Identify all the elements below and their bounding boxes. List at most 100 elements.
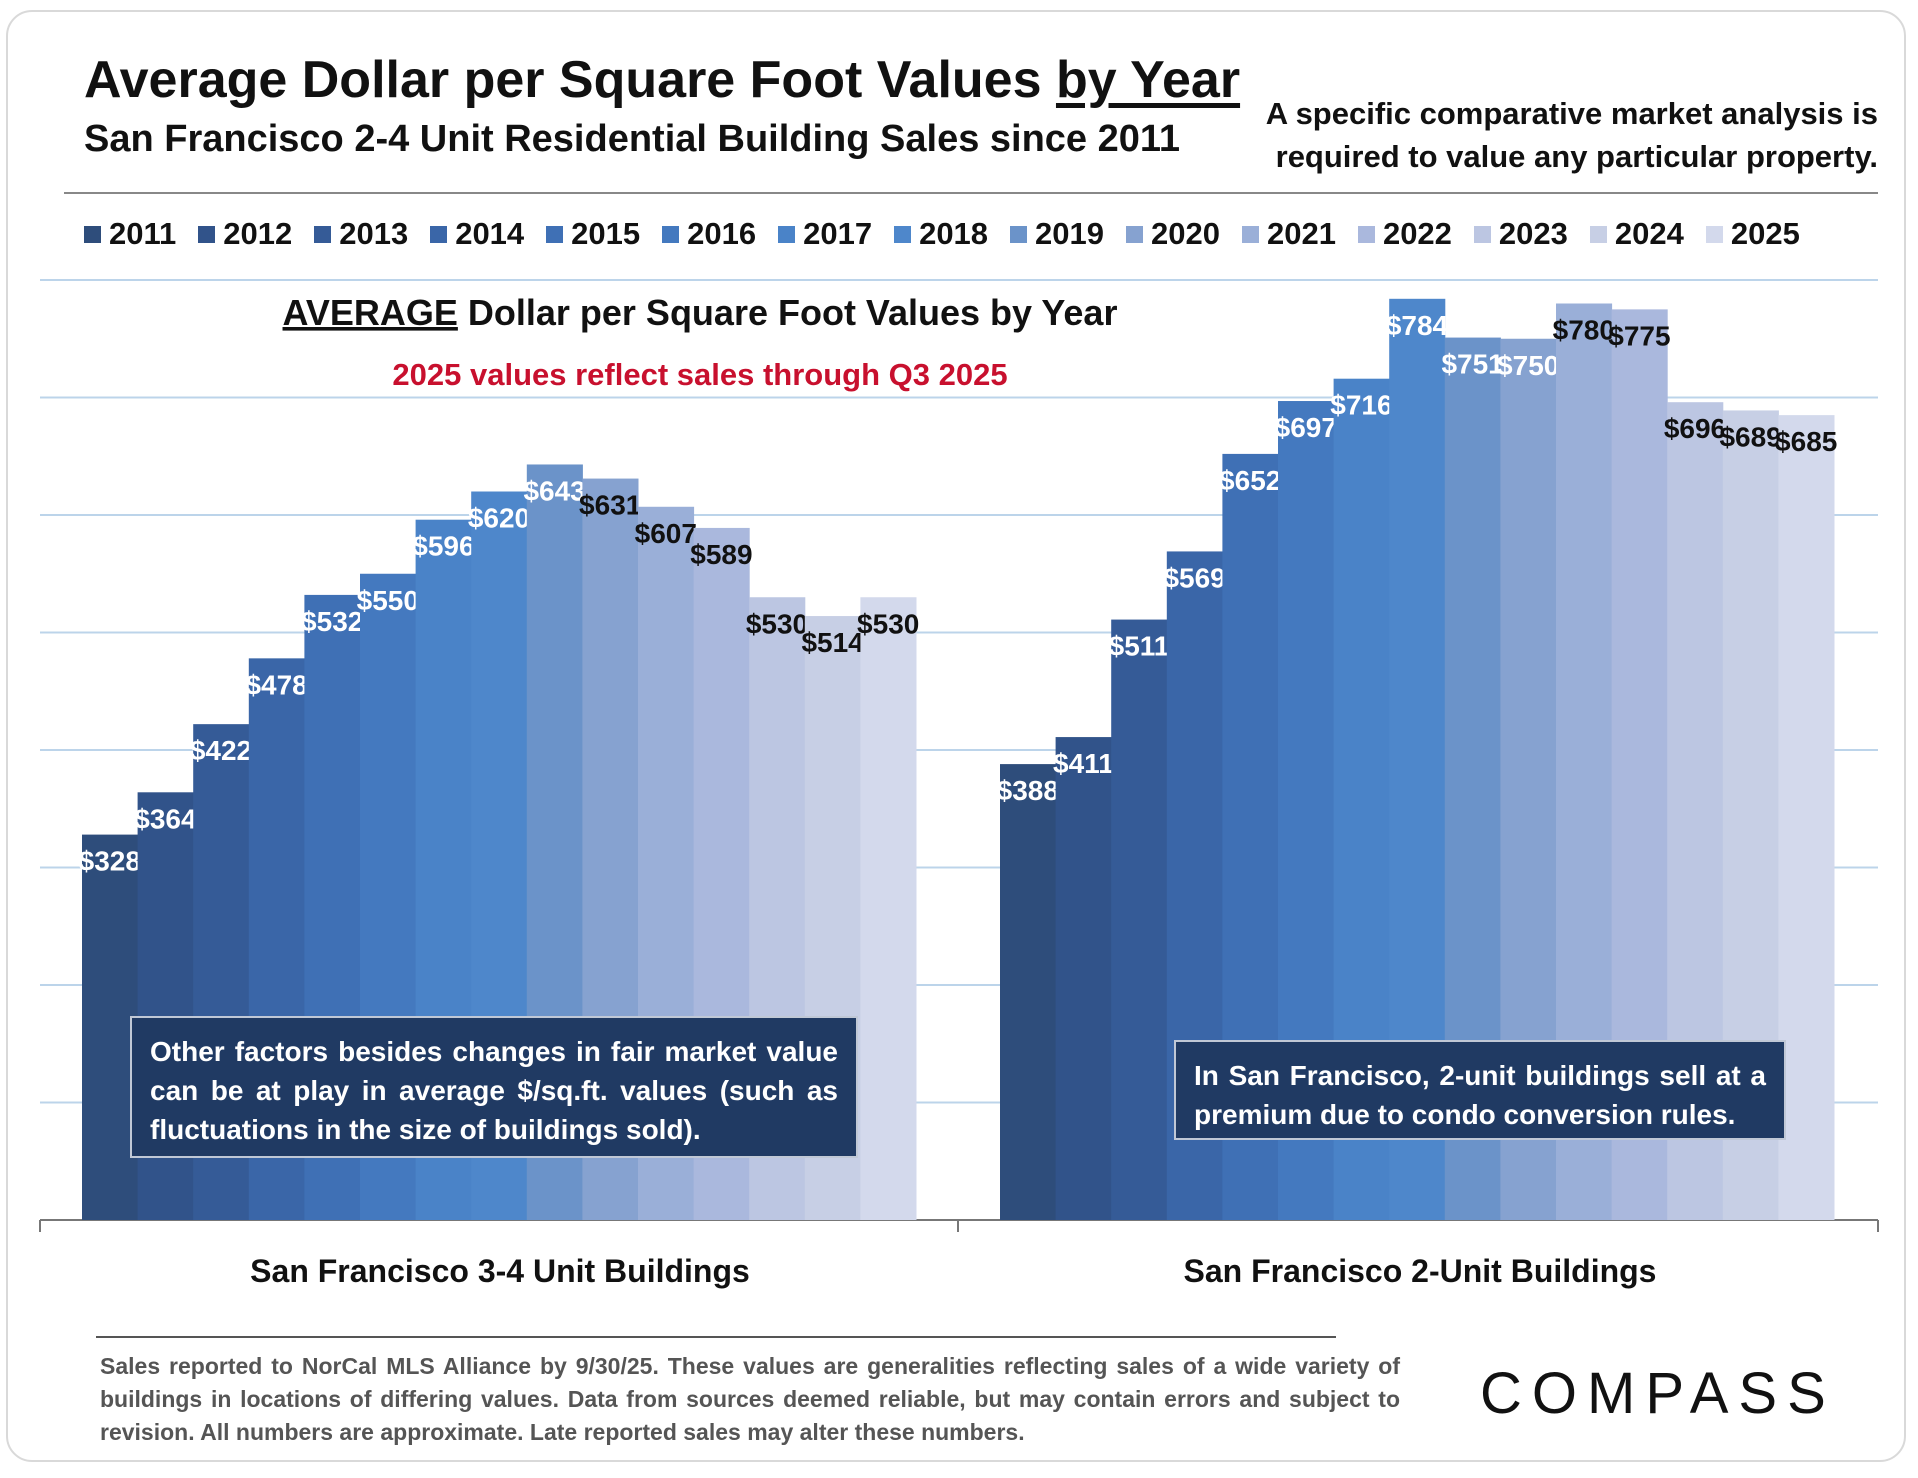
legend-item-2023: 2023	[1473, 216, 1568, 252]
legend-label-2021: 2021	[1266, 216, 1336, 251]
legend-label-2024: 2024	[1614, 216, 1684, 251]
data-label: $530	[857, 608, 919, 639]
page-subtitle: San Francisco 2-4 Unit Residential Build…	[84, 118, 1181, 160]
legend-item-2014: 2014	[430, 216, 524, 252]
data-label: $689	[1719, 421, 1781, 452]
legend-swatch-2016	[662, 225, 680, 243]
annotation-left: Other factors besides changes in fair ma…	[130, 1016, 858, 1158]
chart-inner-title-rest: Dollar per Square Foot Values by Year	[458, 292, 1118, 333]
legend-item-2012: 2012	[198, 216, 292, 252]
data-label: $716	[1330, 390, 1392, 421]
data-label: $569	[1163, 562, 1225, 593]
category-label: San Francisco 2-Unit Buildings	[1184, 1253, 1657, 1289]
legend-label-2022: 2022	[1382, 216, 1452, 251]
chart-frame	[6, 10, 1906, 1462]
data-label: $364	[134, 803, 197, 834]
legend-label-2025: 2025	[1730, 216, 1800, 251]
bar-2025-1	[1778, 415, 1835, 1220]
legend-swatch-2023	[1473, 225, 1491, 243]
data-label: $631	[579, 490, 641, 521]
legend-swatch-2021	[1241, 225, 1259, 243]
bar-2012-1	[1055, 737, 1112, 1220]
legend-item-2025: 2025	[1705, 216, 1800, 252]
legend-label-2014: 2014	[455, 216, 525, 251]
legend-item-2011: 2011	[84, 216, 176, 252]
legend-swatch-2022	[1357, 225, 1375, 243]
bar-2013-1	[1111, 619, 1168, 1220]
legend-item-2021: 2021	[1241, 216, 1336, 252]
legend-label-2015: 2015	[571, 216, 641, 251]
data-label: $589	[690, 539, 752, 570]
compass-logo: COMPASS	[1480, 1361, 1836, 1426]
legend-swatch-2024	[1589, 225, 1607, 243]
footer-note: Sales reported to NorCal MLS Alliance by…	[100, 1353, 1400, 1445]
data-label: $478	[245, 669, 307, 700]
data-label: $328	[79, 846, 141, 877]
category-label: San Francisco 3-4 Unit Buildings	[250, 1253, 750, 1289]
data-label: $550	[357, 585, 419, 616]
title-main: Average Dollar per Square Foot Values	[84, 51, 1042, 109]
legend-item-2018: 2018	[894, 216, 988, 252]
page-title: Average Dollar per Square Foot Values by…	[84, 50, 1240, 110]
data-label: $514	[801, 627, 864, 658]
legend-swatch-2025	[1705, 225, 1723, 243]
data-label: $620	[468, 503, 530, 534]
legend-label-2023: 2023	[1498, 216, 1568, 251]
legend-item-2024: 2024	[1589, 216, 1684, 252]
chart-inner-title: AVERAGE Dollar per Square Foot Values by…	[283, 292, 1118, 333]
chart-inner-title-underlined: AVERAGE	[283, 292, 458, 333]
legend-label-2013: 2013	[339, 216, 409, 251]
legend-item-2022: 2022	[1357, 216, 1452, 252]
data-label: $388	[997, 775, 1059, 806]
legend-item-2015: 2015	[546, 216, 640, 252]
footer-divider	[96, 1336, 1336, 1338]
data-label: $532	[301, 606, 363, 637]
legend-swatch-2011	[84, 225, 101, 243]
annotation-right: In San Francisco, 2-unit buildings sell …	[1174, 1040, 1786, 1140]
data-label: $652	[1219, 465, 1281, 496]
legend-item-2020: 2020	[1126, 216, 1220, 252]
data-label: $750	[1497, 350, 1559, 381]
legend-label-2016: 2016	[687, 216, 757, 251]
legend-label-2012: 2012	[223, 216, 293, 251]
bar-2025-0	[860, 597, 917, 1220]
disclaimer-text: A specific comparative market analysis i…	[1265, 96, 1878, 174]
legend-swatch-2018	[894, 225, 912, 243]
legend-item-2017: 2017	[778, 216, 872, 252]
data-label: $784	[1386, 310, 1449, 341]
data-label: $511	[1109, 631, 1170, 662]
data-label: $607	[635, 518, 697, 549]
data-label: $697	[1275, 412, 1337, 443]
data-label: $775	[1608, 320, 1670, 351]
legend-swatch-2014	[430, 225, 448, 243]
chart-legend: 2011 2012 2013 2014 2015 2016 2017 2018 2019 2020…	[84, 216, 1822, 252]
data-label: $696	[1664, 413, 1726, 444]
legend-swatch-2012	[198, 225, 216, 243]
data-label: $643	[523, 475, 585, 506]
legend-label-2019: 2019	[1035, 216, 1105, 251]
legend-label-2018: 2018	[919, 216, 989, 251]
legend-item-2016: 2016	[662, 216, 756, 252]
legend-item-2013: 2013	[314, 216, 408, 252]
bar-2011-1	[1000, 764, 1057, 1220]
data-label: $422	[190, 735, 252, 766]
data-label: $780	[1553, 315, 1615, 346]
data-label: $751	[1441, 349, 1503, 380]
header-divider	[64, 192, 1878, 194]
legend-label-2011: 2011	[109, 216, 177, 251]
legend-swatch-2013	[314, 225, 332, 243]
legend-item-2019: 2019	[1010, 216, 1104, 252]
legend-swatch-2019	[1010, 225, 1028, 243]
legend-label-2020: 2020	[1151, 216, 1220, 251]
data-label: $596	[412, 531, 474, 562]
data-label: $685	[1775, 426, 1837, 457]
legend-swatch-2015	[546, 225, 564, 243]
legend-swatch-2017	[778, 225, 796, 243]
legend-swatch-2020	[1126, 225, 1144, 243]
legend-label-2017: 2017	[803, 216, 873, 251]
data-label: $411	[1053, 748, 1114, 779]
bar-2011-0	[82, 834, 139, 1220]
data-label: $530	[746, 608, 808, 639]
title-underlined: by Year	[1055, 51, 1241, 109]
